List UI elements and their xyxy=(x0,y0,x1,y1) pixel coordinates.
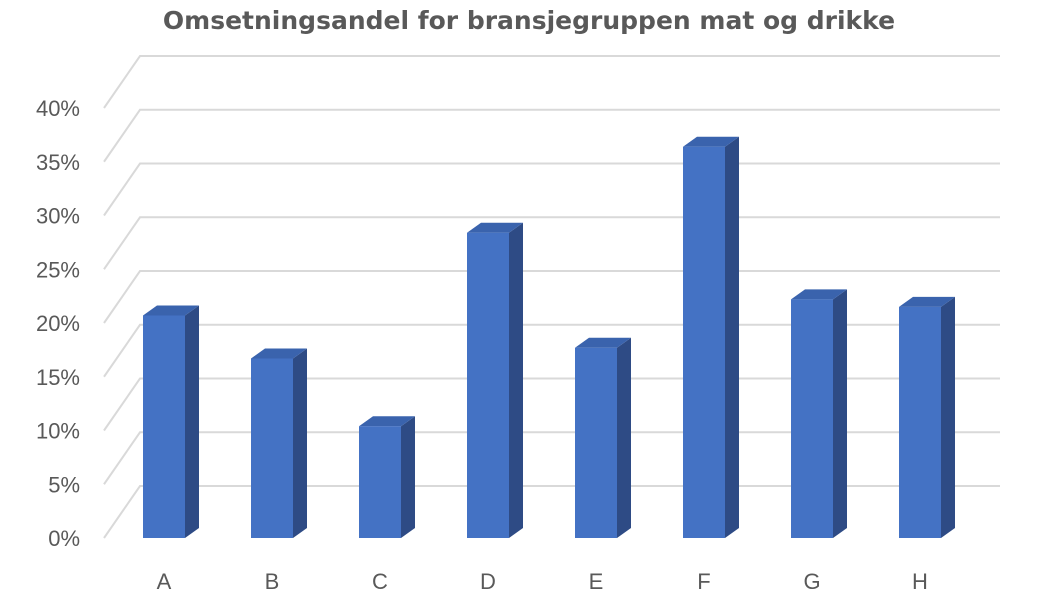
bar-front-face xyxy=(359,426,401,538)
y-tick-label: 40% xyxy=(36,96,80,121)
bar-front-face xyxy=(791,299,833,538)
bar-d xyxy=(467,222,523,538)
bar-side-face xyxy=(509,222,523,538)
x-tick-label: E xyxy=(589,569,604,594)
bar-side-face xyxy=(833,289,847,538)
bar-top-face xyxy=(467,222,523,233)
bars xyxy=(143,136,955,538)
bar-front-face xyxy=(143,315,185,538)
bar-front-face xyxy=(467,232,509,538)
gridlines xyxy=(103,55,1000,539)
bar-top-face xyxy=(683,136,739,147)
x-tick-label: H xyxy=(912,569,928,594)
bar-side-face xyxy=(401,416,415,538)
bar-top-face xyxy=(143,305,199,316)
y-tick-label: 30% xyxy=(36,204,80,229)
x-tick-label: A xyxy=(157,569,172,594)
bar-top-face xyxy=(251,348,307,359)
bar-a xyxy=(143,305,199,538)
bar-front-face xyxy=(251,358,293,538)
bar-side-face xyxy=(185,305,199,538)
chart-title: Omsetningsandel for bransjegruppen mat o… xyxy=(162,6,896,35)
gridline xyxy=(103,216,1000,270)
gridline xyxy=(103,431,1000,485)
y-tick-label: 35% xyxy=(36,150,80,175)
y-axis: 0% 5% 10% 15% 20% 25% 30% 35% 40% xyxy=(36,96,80,551)
gridline xyxy=(103,323,1000,378)
gridline xyxy=(103,270,1000,324)
x-tick-label: F xyxy=(697,569,710,594)
bar-front-face xyxy=(683,146,725,538)
bar-g xyxy=(791,289,847,538)
bar-side-face xyxy=(293,348,307,538)
bar-top-face xyxy=(899,296,955,307)
bar-e xyxy=(575,337,631,538)
x-tick-label: G xyxy=(803,569,820,594)
bar-c xyxy=(359,416,415,538)
y-tick-label: 10% xyxy=(36,419,80,444)
gridline xyxy=(103,162,1000,217)
x-tick-label: D xyxy=(480,569,496,594)
bar-front-face xyxy=(899,306,941,538)
gridline xyxy=(103,485,1000,539)
bar-top-face xyxy=(359,416,415,427)
gridline xyxy=(103,108,1000,163)
bar-top-face xyxy=(575,337,631,348)
gridline xyxy=(103,55,1000,109)
x-axis: A B C D E F G H xyxy=(157,569,928,594)
bar-side-face xyxy=(941,296,955,538)
bar-f xyxy=(683,136,739,538)
bar-front-face xyxy=(575,347,617,538)
y-tick-label: 0% xyxy=(48,526,80,551)
y-tick-label: 20% xyxy=(36,311,80,336)
bar-top-face xyxy=(791,289,847,300)
y-tick-label: 5% xyxy=(48,472,80,497)
bar-side-face xyxy=(725,136,739,538)
y-tick-label: 15% xyxy=(36,365,80,390)
bar-h xyxy=(899,296,955,538)
y-tick-label: 25% xyxy=(36,257,80,282)
x-tick-label: C xyxy=(372,569,388,594)
bar-b xyxy=(251,348,307,538)
x-tick-label: B xyxy=(265,569,280,594)
gridline xyxy=(103,377,1000,432)
bar-side-face xyxy=(617,337,631,538)
